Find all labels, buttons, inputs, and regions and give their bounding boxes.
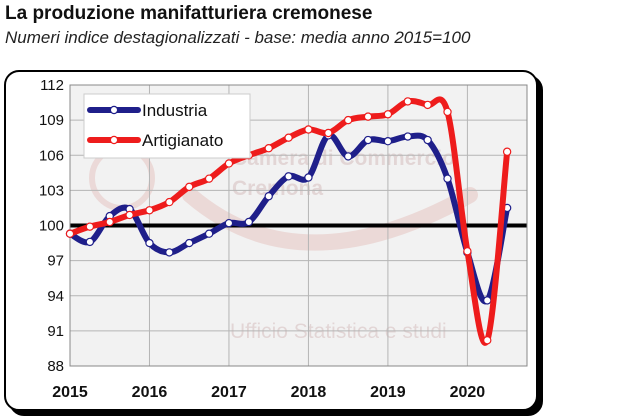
data-point-industria bbox=[85, 237, 95, 247]
y-tick-label: 88 bbox=[47, 358, 64, 375]
watermark-text-1: Camera di Commercio bbox=[232, 147, 455, 170]
y-tick-label: 112 bbox=[40, 77, 64, 94]
legend-marker-artigianato bbox=[109, 135, 119, 145]
data-point-industria bbox=[204, 229, 214, 238]
chart-title: La produzione manifatturiera cremonese bbox=[5, 3, 373, 24]
legend-box bbox=[83, 93, 251, 159]
y-tick-label: 103 bbox=[39, 182, 64, 199]
watermark-text-3: Ufficio Statistica e studi bbox=[230, 320, 447, 343]
legend: Industria Artigianato bbox=[83, 93, 251, 159]
series-lines bbox=[65, 96, 512, 346]
data-point-industria bbox=[403, 132, 412, 141]
x-tick-label: 2020 bbox=[450, 384, 486, 401]
y-tick-label: 94 bbox=[47, 288, 64, 305]
data-point-artigianato bbox=[304, 125, 313, 134]
y-axis: 88 91 94 97 100 103 106 109 112 bbox=[39, 77, 64, 375]
y-tick-label: 91 bbox=[47, 323, 64, 340]
x-axis: 2015 2016 2017 2018 2019 2020 bbox=[52, 384, 485, 401]
data-point-industria bbox=[244, 217, 254, 227]
data-point-industria bbox=[264, 192, 273, 201]
data-point-industria bbox=[304, 173, 313, 182]
x-tick-label: 2018 bbox=[291, 384, 327, 401]
x-tick-label: 2015 bbox=[52, 384, 88, 401]
data-point-artigianato bbox=[185, 182, 194, 192]
data-point-artigianato bbox=[204, 174, 214, 183]
data-point-industria bbox=[165, 248, 174, 257]
data-point-industria bbox=[224, 218, 234, 228]
data-point-industria bbox=[363, 135, 373, 145]
data-point-industria bbox=[145, 238, 154, 248]
data-point-artigianato bbox=[224, 159, 234, 168]
x-tick-label: 2017 bbox=[211, 384, 247, 401]
data-point-artigianato bbox=[423, 100, 432, 110]
data-point-artigianato bbox=[125, 210, 134, 220]
legend-label-artigianato: Artigianato bbox=[142, 131, 223, 150]
data-point-industria bbox=[443, 174, 452, 183]
data-point-industria bbox=[423, 135, 432, 145]
data-point-artigianato bbox=[463, 247, 472, 256]
data-point-artigianato bbox=[165, 197, 174, 207]
data-point-artigianato bbox=[284, 133, 293, 142]
data-point-industria bbox=[483, 296, 492, 305]
data-point-artigianato bbox=[502, 147, 512, 156]
x-tick-label: 2019 bbox=[370, 384, 406, 401]
plot-border bbox=[69, 84, 528, 367]
data-point-artigianato bbox=[363, 112, 373, 121]
data-point-artigianato bbox=[264, 144, 273, 153]
data-point-artigianato bbox=[443, 107, 452, 117]
y-tick-label: 109 bbox=[39, 112, 64, 129]
legend-label-industria: Industria bbox=[142, 101, 208, 120]
y-tick-label: 97 bbox=[47, 253, 64, 270]
data-point-artigianato bbox=[65, 229, 75, 238]
x-tick-label: 2016 bbox=[132, 384, 168, 401]
data-point-artigianato bbox=[483, 336, 492, 345]
y-tick-label: 106 bbox=[39, 147, 64, 164]
data-point-industria bbox=[284, 172, 293, 181]
data-point-industria bbox=[383, 136, 393, 146]
data-point-industria bbox=[185, 238, 194, 248]
data-point-artigianato bbox=[145, 206, 154, 215]
data-point-industria bbox=[343, 152, 353, 161]
legend-marker-industria bbox=[109, 105, 119, 115]
data-point-artigianato bbox=[343, 115, 353, 125]
data-point-artigianato bbox=[403, 97, 412, 106]
data-point-artigianato bbox=[383, 110, 393, 119]
data-point-artigianato bbox=[324, 128, 333, 138]
data-point-artigianato bbox=[85, 222, 95, 231]
data-point-artigianato bbox=[105, 217, 114, 227]
chart-subtitle: Numeri indice destagionalizzati - base: … bbox=[5, 28, 471, 47]
y-tick-label: 100 bbox=[39, 218, 64, 235]
